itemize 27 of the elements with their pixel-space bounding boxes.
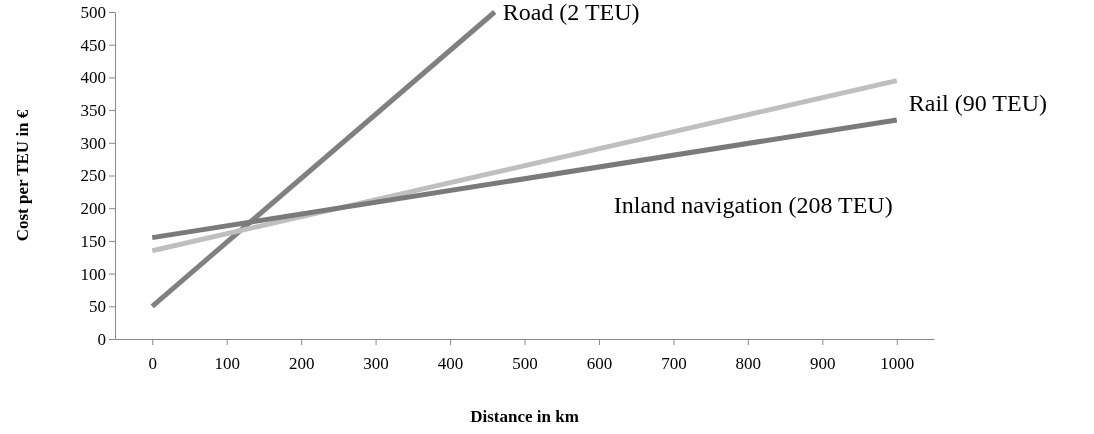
y-tick-label: 450 <box>80 35 106 55</box>
x-tick-label: 500 <box>512 354 538 374</box>
x-tick-label: 600 <box>586 354 613 374</box>
y-tick-label: 100 <box>80 264 106 284</box>
y-tick-label: 200 <box>80 199 106 219</box>
y-tick-label: 0 <box>97 329 106 349</box>
y-tick-label: 500 <box>80 2 106 22</box>
y-tick-label: 150 <box>80 231 106 251</box>
x-tick-label: 800 <box>735 354 762 374</box>
y-tick-label: 350 <box>80 101 106 121</box>
x-tick-label: 1000 <box>880 354 915 374</box>
x-tick-label: 200 <box>288 354 315 374</box>
series-label: Road (2 TEU) <box>502 0 640 25</box>
x-tick-label: 300 <box>363 354 389 374</box>
x-tick-label: 0 <box>148 354 157 374</box>
y-tick-label: 50 <box>89 297 106 317</box>
x-tick-label: 400 <box>437 354 464 374</box>
y-tick-label: 300 <box>80 133 106 153</box>
y-tick-label: 250 <box>80 166 106 186</box>
x-tick-label: 700 <box>661 354 687 374</box>
x-tick-label: 900 <box>810 354 836 374</box>
y-tick-label: 400 <box>80 68 106 88</box>
x-axis-title: Distance in km <box>470 407 579 426</box>
x-tick-label: 100 <box>214 354 240 374</box>
series-label: Inland navigation (208 TEU) <box>613 191 893 218</box>
y-axis-title: Cost per TEU in € <box>13 109 32 242</box>
series-label: Rail (90 TEU) <box>908 89 1047 116</box>
